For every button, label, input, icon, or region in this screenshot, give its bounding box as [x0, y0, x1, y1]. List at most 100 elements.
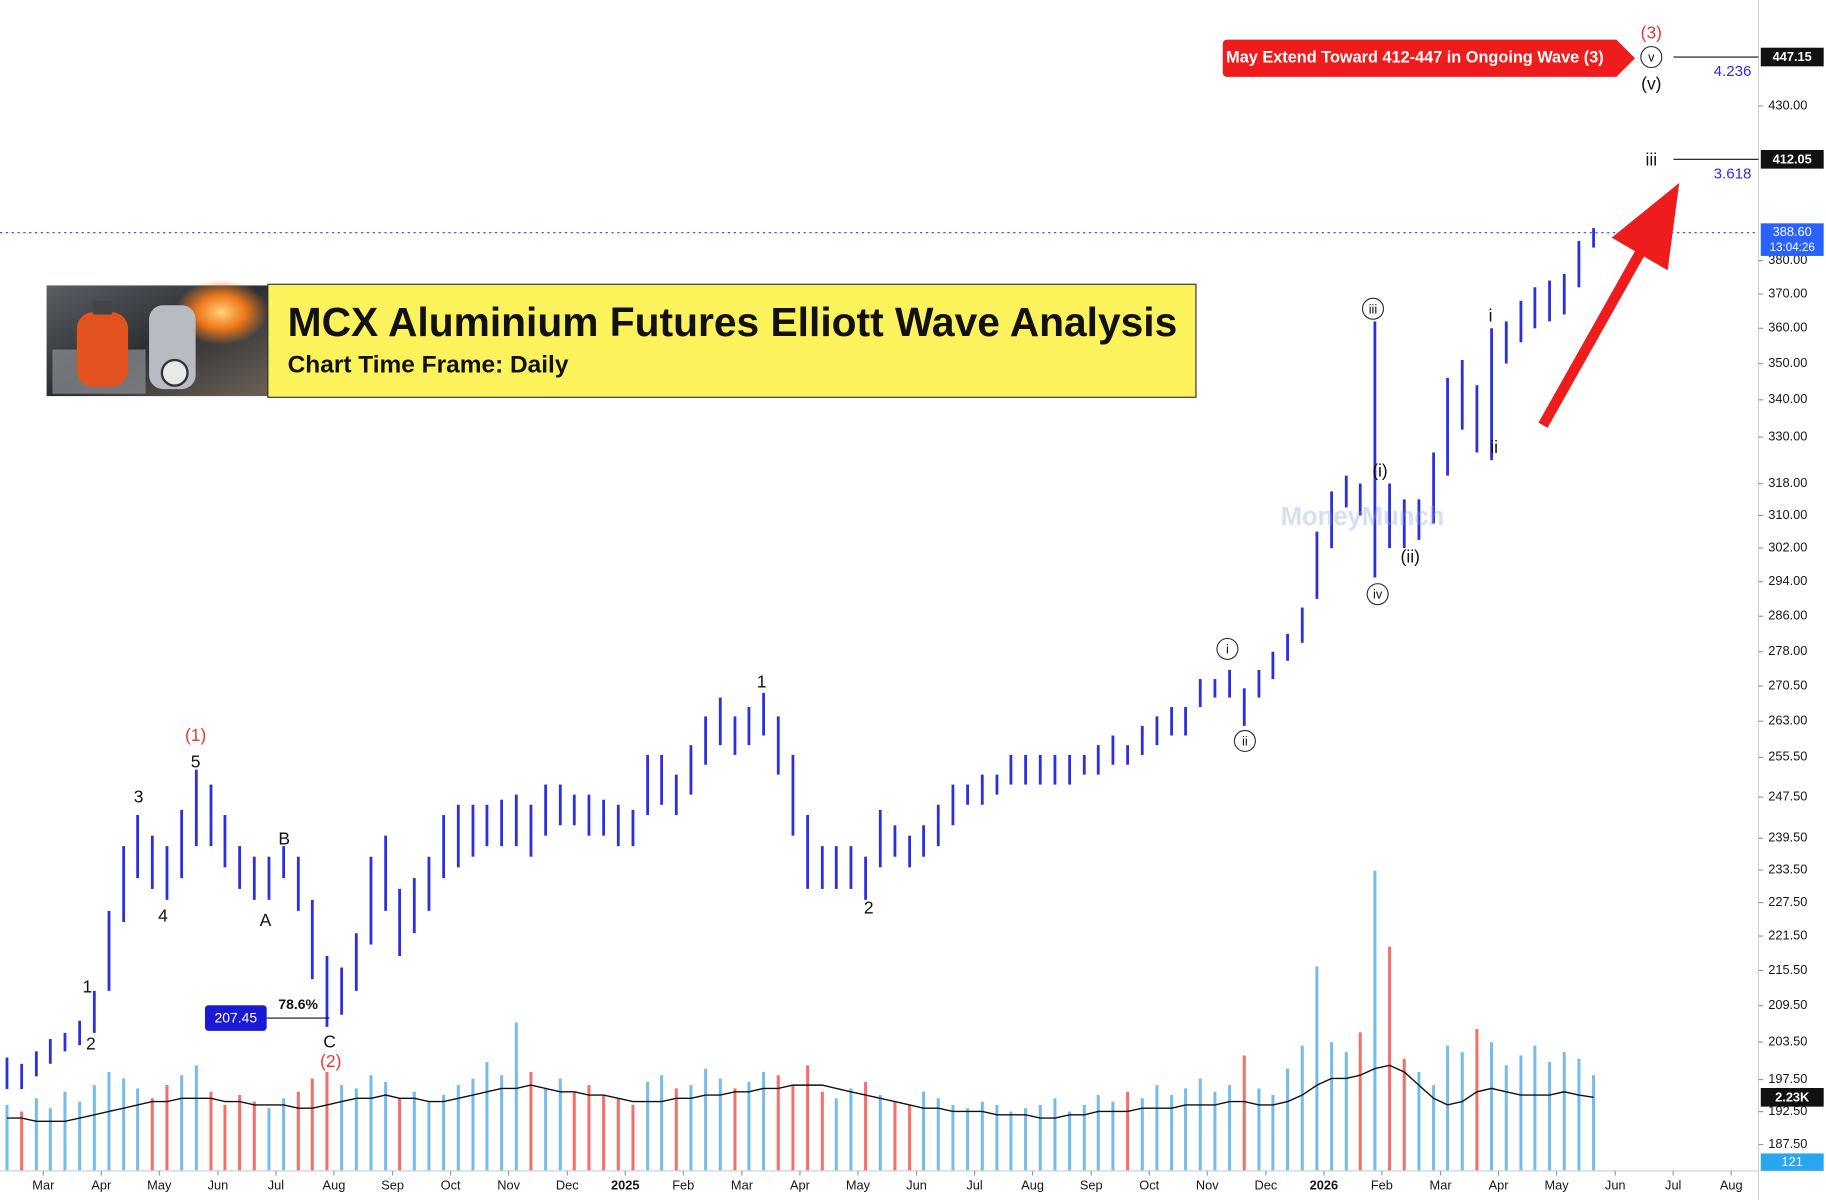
volume-bar: [398, 1098, 402, 1171]
volume-bar: [893, 1101, 897, 1171]
volume-bar: [995, 1104, 999, 1171]
wave-label: ii: [1242, 734, 1248, 749]
x-tick-label: Sep: [381, 1177, 404, 1192]
target-level-label: 447.15: [1773, 49, 1812, 64]
y-tick-label: 318.00: [1768, 475, 1807, 490]
banner-image-fire: [174, 279, 268, 345]
volume-bar: [689, 1085, 693, 1171]
x-tick-label: Jun: [1605, 1177, 1626, 1192]
volume-bar: [1388, 946, 1392, 1171]
volume-bar: [660, 1075, 664, 1171]
callout: May Extend Toward 412-447 in Ongoing Wav…: [1222, 39, 1636, 77]
x-tick-label: Apr: [790, 1177, 811, 1192]
volume-bar: [354, 1088, 358, 1171]
callout-text: May Extend Toward 412-447 in Ongoing Wav…: [1226, 49, 1604, 67]
plot-area: 207.45 78.6%: [0, 228, 1759, 1171]
volume-bar: [252, 1101, 256, 1171]
volume-bar: [1446, 1045, 1450, 1171]
x-tick-label: Feb: [1371, 1177, 1393, 1192]
x-tick-label: Oct: [441, 1177, 461, 1192]
wave-label: (i): [1372, 460, 1388, 480]
target-level-box: [1760, 150, 1824, 169]
y-tick-label: 340.00: [1768, 391, 1807, 406]
volume-bar: [1300, 1045, 1304, 1171]
volume-bar: [1096, 1095, 1100, 1171]
volume-bar: [1592, 1075, 1596, 1171]
volume-bar: [1286, 1068, 1290, 1171]
x-tick-label: Dec: [1255, 1177, 1278, 1192]
volume-bar: [733, 1088, 737, 1171]
volume-bar: [1490, 1042, 1494, 1171]
x-tick-label: Jul: [1665, 1177, 1681, 1192]
y-tick-label: 247.50: [1768, 789, 1807, 804]
wave-label-circle: [1361, 297, 1385, 320]
volume-bar: [1242, 1055, 1246, 1171]
volume-bar: [1519, 1055, 1523, 1171]
volume-bar: [180, 1075, 184, 1171]
volume-bar: [1330, 1042, 1334, 1171]
countdown-label: 13:04:26: [1770, 241, 1815, 254]
volume-bar: [602, 1095, 606, 1171]
volume-ma-line: [6, 1064, 1594, 1123]
volume-bar: [209, 1091, 213, 1171]
wave-label: B: [278, 829, 290, 849]
x-tick-label: Mar: [731, 1177, 754, 1192]
x-tick-label: Dec: [556, 1177, 579, 1192]
wave-label: ii: [1490, 437, 1498, 457]
y-tick-label: 302.00: [1768, 540, 1807, 555]
volume-bar: [485, 1062, 489, 1171]
wave-label: (v): [1641, 74, 1661, 94]
volume-bar: [864, 1081, 868, 1171]
volume-bar: [1155, 1085, 1159, 1171]
wave-labels: (1)53412BAC(2)12iiiiiiiv(i)(ii)iiiiii(v)…: [82, 22, 1663, 1071]
watermark: MoneyMunch: [1281, 503, 1445, 531]
wave-label-circle: [1216, 637, 1239, 660]
volume-bar: [908, 1104, 912, 1171]
volume-bar: [1228, 1085, 1232, 1171]
volume-bar: [136, 1088, 140, 1171]
volume-bar: [849, 1088, 853, 1171]
y-tick-label: 270.50: [1768, 677, 1807, 692]
volume-bar: [572, 1091, 576, 1171]
fib-ratio-label: 4.236: [1714, 63, 1752, 80]
volume-ma-label: 2.23K: [1775, 1089, 1810, 1104]
volume-bar: [1402, 1058, 1406, 1171]
volume-bar: [442, 1095, 446, 1171]
volume-bar: [951, 1104, 955, 1171]
y-tick-label: 310.00: [1768, 507, 1807, 522]
y-tick-label: 239.50: [1768, 830, 1807, 845]
x-tick-label: Feb: [672, 1177, 694, 1192]
volume-bar: [1548, 1062, 1552, 1171]
wave-label: iii: [1369, 301, 1378, 316]
wave-label: i: [1489, 306, 1493, 326]
y-tick-label: 370.00: [1768, 285, 1807, 300]
volume-bar: [1213, 1091, 1217, 1171]
volume-bar: [762, 1071, 766, 1171]
title-box: [267, 283, 1197, 398]
x-tick-label: Jul: [966, 1177, 982, 1192]
volume-bar: [1475, 1029, 1479, 1171]
volume-bar: [587, 1085, 591, 1171]
volume-bar: [646, 1081, 650, 1171]
volume-bar: [92, 1085, 96, 1171]
x-tick-label: Aug: [1021, 1177, 1044, 1192]
x-tick-label: 2026: [1310, 1177, 1338, 1192]
volume-bar: [1315, 966, 1319, 1171]
y-tick-label: 294.00: [1768, 573, 1807, 588]
volume-bar: [1257, 1088, 1261, 1171]
wave-label: 2: [864, 897, 874, 917]
volume-bar: [500, 1075, 504, 1171]
volume-bar: [296, 1091, 300, 1171]
x-tick-label: Aug: [1720, 1177, 1743, 1192]
volume-bar: [966, 1108, 970, 1171]
wave-label: iv: [1373, 587, 1383, 602]
retracement-ratio: 78.6%: [278, 996, 318, 1012]
volume-bar: [78, 1101, 82, 1171]
chart-title: MCX Aluminium Futures Elliott Wave Analy…: [288, 299, 1178, 345]
volume-bar: [1358, 1032, 1362, 1171]
volume-bar: [471, 1078, 475, 1171]
volume-bar: [1562, 1052, 1566, 1171]
volume-bar: [791, 1085, 795, 1171]
